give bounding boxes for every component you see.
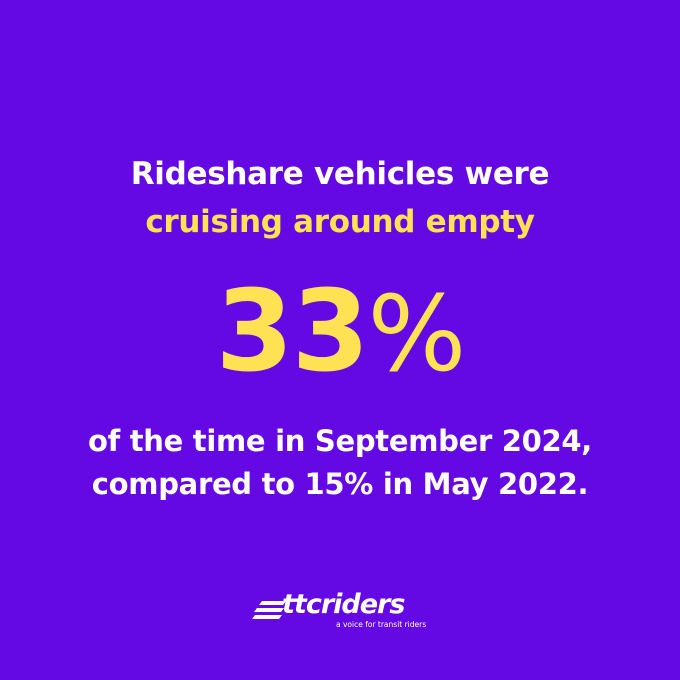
ttcriders-logo: ttcriders a voice for transit riders	[252, 589, 442, 636]
logo-wordmark: ttcriders	[282, 589, 405, 620]
logo-tagline: a voice for transit riders	[336, 620, 427, 629]
headline-line-2-highlight: cruising around empty	[145, 204, 535, 240]
headline: Rideshare vehicles were cruising around …	[0, 150, 680, 246]
detail-line-1: of the time in September 2024,	[88, 424, 592, 458]
streetcar-lines-icon	[252, 601, 286, 619]
detail-text: of the time in September 2024, compared …	[0, 420, 680, 506]
stat-percent-sign: %	[367, 273, 467, 395]
stat-number: 33	[215, 267, 370, 397]
big-stat: 33%	[0, 272, 680, 394]
headline-line-1: Rideshare vehicles were	[130, 156, 550, 192]
detail-line-2: compared to 15% in May 2022.	[91, 467, 589, 501]
